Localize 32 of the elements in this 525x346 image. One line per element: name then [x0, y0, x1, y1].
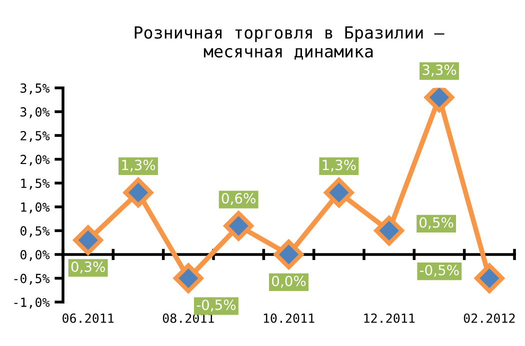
y-tick-label: 2,5% — [20, 130, 50, 142]
data-label: 0,6% — [222, 193, 256, 205]
point — [174, 263, 204, 294]
y-tick-label: 3,0% — [20, 107, 50, 118]
point — [224, 211, 254, 241]
point — [73, 225, 103, 256]
data-label: 0,5% — [420, 217, 454, 230]
point — [274, 240, 304, 270]
data-label: 3,3% — [422, 64, 456, 76]
y-tick-label: 1,0% — [21, 202, 50, 214]
y-tick-label: 3,5% — [20, 83, 50, 94]
x-tick-label: 06.2011 — [62, 313, 114, 323]
y-tick-label: -1,0% — [14, 298, 50, 309]
chart-title: Розничная торговля в Бразилии — месячная динамика — [134, 26, 444, 60]
point — [324, 178, 354, 208]
y-tick-label: 0,5% — [20, 226, 50, 238]
x-tick-label: 02.2012 — [464, 313, 515, 323]
data-label: 1,3% — [322, 160, 356, 172]
point — [474, 263, 504, 294]
point — [123, 178, 154, 208]
data-label: 0,0% — [272, 276, 306, 288]
y-tick-label: 2,0% — [20, 154, 50, 166]
y-tick-label: -0,5% — [14, 274, 50, 285]
data-label: 1,3% — [122, 160, 156, 172]
data-label: -0,5% — [196, 300, 236, 312]
y-tick-label: 0,0% — [20, 250, 50, 261]
y-tick-label: 1,5% — [21, 178, 50, 190]
x-tick-label: 10.2011 — [264, 313, 314, 323]
data-label: -0,5% — [420, 264, 459, 277]
x-tick-label: 12.2011 — [364, 313, 415, 323]
data-label: 0,3% — [71, 261, 105, 274]
point — [374, 216, 404, 246]
